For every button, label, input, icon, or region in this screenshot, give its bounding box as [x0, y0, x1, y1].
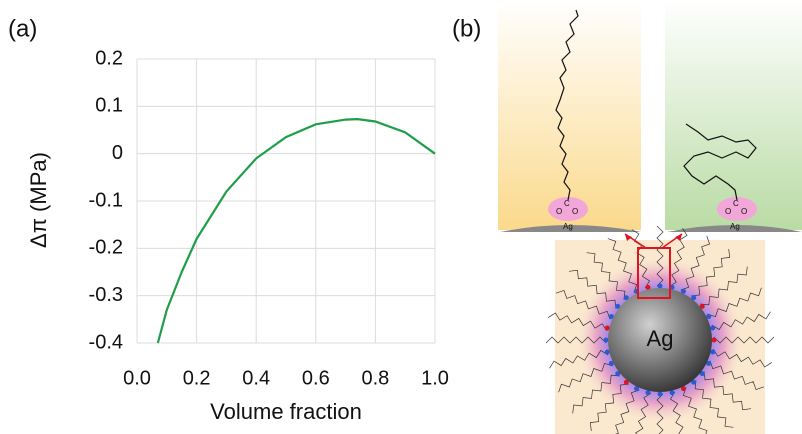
substrate-label: Ag [563, 222, 573, 231]
ligand-head [711, 337, 717, 343]
ligand-chain [680, 235, 711, 291]
panel-label: (a) [8, 15, 37, 42]
x-tick-label: 1.0 [421, 367, 449, 389]
x-axis-label: Volume fraction [210, 399, 362, 424]
ligand-head [604, 349, 610, 355]
molecule [683, 123, 757, 201]
y-tick-label: 0 [112, 142, 123, 164]
data-line [156, 118, 436, 344]
ag-sphere [608, 288, 712, 392]
ligand-chain [589, 383, 629, 432]
ligand-chain [713, 336, 775, 344]
ligand-head [680, 288, 686, 294]
ligand-head [699, 371, 705, 377]
right-panel [665, 0, 802, 230]
ligand-chain [607, 238, 638, 293]
ligand-head [710, 325, 716, 331]
y-tick-label: -0.1 [89, 189, 123, 211]
ligand-chain [694, 380, 734, 428]
ligand-head [691, 379, 697, 385]
diagram: O C O O C O Ag Ag Ag [498, 0, 802, 434]
ligand-head [706, 360, 712, 366]
x-tick-label: 0.8 [361, 367, 389, 389]
substrate-label: Ag [730, 222, 740, 231]
ligand-head [615, 371, 621, 377]
y-tick-label: 0.2 [95, 47, 123, 69]
ligand-head [608, 360, 614, 366]
ligand-chain [548, 312, 607, 332]
ligand-head [669, 390, 675, 396]
ligand-chain [691, 248, 731, 297]
ligand-head [634, 386, 640, 392]
ligand-chain [669, 391, 684, 434]
ligand-chain [586, 252, 626, 300]
ligand-chain [545, 336, 607, 344]
carboxylate-blob [548, 197, 588, 221]
x-tick-label: 0.6 [302, 367, 330, 389]
ligand-chain [703, 371, 752, 411]
y-tick-label: 0.1 [95, 95, 123, 117]
ligand-chain [656, 393, 664, 434]
atom-label: O [725, 207, 731, 216]
ligand-head [623, 379, 629, 385]
atom-label: C [564, 199, 570, 208]
substrate [667, 225, 802, 232]
y-tick-label: -0.2 [89, 237, 123, 259]
ligand-chain [572, 374, 620, 414]
ligand-chain [682, 387, 708, 434]
ligand-chain [615, 389, 640, 434]
sphere-label: Ag [647, 326, 674, 351]
plot: 0.2 0.1 0 -0.1 -0.2 -0.3 -0.40.0 0.2 0.4 0.6 0.8 1.… [89, 47, 449, 389]
ligand-chain [631, 229, 651, 289]
atom-label: O [741, 207, 747, 216]
ligand-shell [545, 225, 775, 434]
molecule [555, 9, 579, 201]
ligand-head [604, 325, 610, 331]
ligand-head [615, 303, 621, 309]
ligand-chain [700, 266, 748, 306]
ligand-chain [707, 287, 762, 318]
ligand-chain [635, 393, 652, 434]
ligand-head [710, 349, 716, 355]
ligand-head [623, 295, 629, 301]
ligand-head [657, 391, 663, 397]
ligand-head [645, 390, 651, 396]
ligand-chain [568, 269, 617, 309]
ligand-chain [656, 225, 664, 287]
zoom-box [637, 247, 671, 299]
ligand-head [645, 284, 651, 290]
ligand-chain [668, 228, 688, 287]
ligand-head [699, 303, 705, 309]
atom-label: O [556, 207, 562, 216]
ligand-head [657, 283, 663, 289]
substrate [500, 225, 641, 232]
ligand-head [706, 314, 712, 320]
ligand-chain [549, 349, 609, 369]
atom-label: O [572, 207, 578, 216]
ligand-head [608, 314, 614, 320]
carboxylate-blob [717, 197, 757, 221]
ligand-chain [711, 311, 771, 331]
y-tick-label: -0.3 [89, 284, 123, 306]
ligand-head [603, 337, 609, 343]
ligand-chain [558, 362, 613, 393]
panel-label: (b) [452, 15, 481, 42]
x-tick-label: 0.0 [123, 367, 151, 389]
x-tick-label: 0.2 [183, 367, 211, 389]
y-tick-label: -0.4 [89, 331, 123, 353]
ligand-chain [555, 289, 611, 320]
y-axis-label: Δπ (MPa) [26, 152, 51, 248]
ligand-chain [709, 360, 765, 391]
atom-label: C [733, 199, 739, 208]
ligand-head [680, 386, 686, 392]
ligand-head [691, 295, 697, 301]
x-tick-label: 0.4 [242, 367, 270, 389]
ligand-chain [713, 348, 772, 368]
